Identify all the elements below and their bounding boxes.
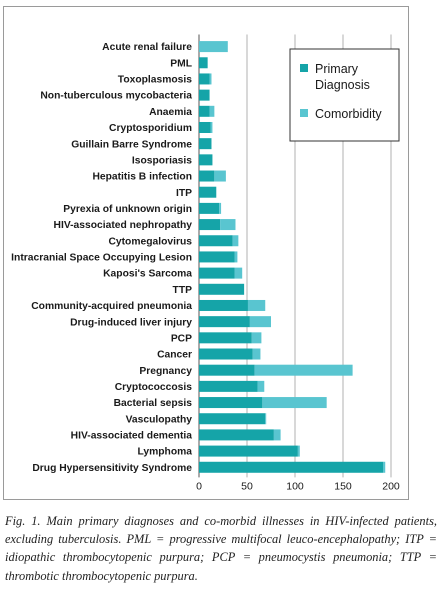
bar-primary-diagnosis-hiv-associated-dementia <box>199 429 274 441</box>
bar-primary-diagnosis-pyrexia-of-unknown-origin <box>199 202 220 214</box>
bar-primary-diagnosis-guillain-barre-syndrome <box>199 138 212 150</box>
bar-comorbidity-kaposi-s-sarcoma <box>234 267 243 279</box>
bar-primary-diagnosis-hiv-associated-nephropathy <box>199 219 221 231</box>
x-tick-label-150: 150 <box>334 480 352 492</box>
category-label-pregnancy: Pregnancy <box>139 366 192 377</box>
chart-frame: Acute renal failure PML Toxoplasmosis Non-t… <box>3 6 409 500</box>
category-label-pyrexia-of-unknown-origin: Pyrexia of unknown origin <box>63 204 192 215</box>
bar-comorbidity-cancer <box>252 348 261 360</box>
legend-label-primary-diagnosis-line2: Diagnosis <box>315 78 370 92</box>
bar-comorbidity-acute-renal-failure <box>199 41 228 53</box>
category-label-non-tuberculous-mycobacteria: Non-tuberculous mycobacteria <box>40 91 192 102</box>
legend-swatch-comorbidity <box>300 109 308 117</box>
bar-comorbidity-hepatitis-b-infection <box>214 170 226 182</box>
bar-comorbidity-hiv-associated-nephropathy <box>220 219 236 231</box>
bars <box>199 41 386 473</box>
x-tick-label-0: 0 <box>196 480 202 492</box>
bar-chart: Acute renal failure PML Toxoplasmosis Non-t… <box>11 34 400 492</box>
bar-primary-diagnosis-drug-hypersensitivity-syndrome <box>199 461 384 473</box>
bar-primary-diagnosis-cryptococcosis <box>199 380 258 392</box>
bar-primary-diagnosis-anaemia <box>199 105 210 117</box>
category-label-drug-induced-liver-injury: Drug-induced liver injury <box>70 317 192 328</box>
bar-primary-diagnosis-cancer <box>199 348 253 360</box>
category-label-pml: PML <box>170 58 192 69</box>
bar-comorbidity-pregnancy <box>254 364 353 376</box>
category-label-hiv-associated-nephropathy: HIV-associated nephropathy <box>54 220 193 231</box>
category-label-guillain-barre-syndrome: Guillain Barre Syndrome <box>71 139 192 150</box>
bar-comorbidity-lymphoma <box>297 445 300 457</box>
bar-comorbidity-cytomegalovirus <box>232 235 239 247</box>
bar-primary-diagnosis-non-tuberculous-mycobacteria <box>199 89 210 101</box>
legend-label-primary-diagnosis: Primary <box>315 62 359 76</box>
bar-comorbidity-vasculopathy <box>265 413 267 425</box>
x-axis-ticks: 0 50 100 150 200 <box>196 480 400 492</box>
x-tick-label-50: 50 <box>241 480 253 492</box>
bar-comorbidity-pyrexia-of-unknown-origin <box>219 202 222 214</box>
bar-comorbidity-cryptococcosis <box>257 380 265 392</box>
category-labels: Acute renal failure PML Toxoplasmosis Non-t… <box>11 42 192 474</box>
category-label-toxoplasmosis: Toxoplasmosis <box>118 75 192 86</box>
bar-primary-diagnosis-community-acquired-pneumonia <box>199 299 248 311</box>
category-label-cytomegalovirus: Cytomegalovirus <box>108 236 192 247</box>
x-tick-label-100: 100 <box>286 480 304 492</box>
legend-box <box>289 48 400 142</box>
bar-primary-diagnosis-vasculopathy <box>199 413 266 425</box>
bar-comorbidity-drug-induced-liver-injury <box>249 316 271 328</box>
bar-comorbidity-pcp <box>251 332 262 344</box>
bar-primary-diagnosis-pcp <box>199 332 252 344</box>
category-label-cryptosporidium: Cryptosporidium <box>109 123 192 134</box>
category-label-isosporiasis: Isosporiasis <box>132 155 192 166</box>
figure-caption: Fig. 1. Main primary diagnoses and co-mo… <box>5 514 437 583</box>
bar-primary-diagnosis-hepatitis-b-infection <box>199 170 215 182</box>
category-label-lymphoma: Lymphoma <box>137 447 192 458</box>
bar-primary-diagnosis-cytomegalovirus <box>199 235 233 247</box>
bar-primary-diagnosis-isosporiasis <box>199 154 213 166</box>
bar-comorbidity-community-acquired-pneumonia <box>247 299 266 311</box>
category-label-community-acquired-pneumonia: Community-acquired pneumonia <box>31 301 192 312</box>
bar-primary-diagnosis-intracranial-space-occupying-lesion <box>199 251 235 263</box>
bar-comorbidity-cryptosporidium <box>210 121 213 133</box>
category-label-cryptococcosis: Cryptococcosis <box>115 382 193 393</box>
category-label-anaemia: Anaemia <box>149 107 192 118</box>
bar-primary-diagnosis-drug-induced-liver-injury <box>199 316 250 328</box>
category-label-kaposi-s-sarcoma: Kaposi's Sarcoma <box>103 269 192 280</box>
bar-primary-diagnosis-itp <box>199 186 217 198</box>
bar-comorbidity-anaemia <box>209 105 215 117</box>
bar-primary-diagnosis-pregnancy <box>199 364 255 376</box>
bar-comorbidity-intracranial-space-occupying-lesion <box>234 251 238 263</box>
legend: Primary Comorbidity <box>289 48 400 142</box>
category-label-bacterial-sepsis: Bacterial sepsis <box>114 398 193 409</box>
category-label-ttp: TTP <box>173 285 193 296</box>
bar-primary-diagnosis-bacterial-sepsis <box>199 397 263 409</box>
bar-primary-diagnosis-ttp <box>199 283 245 295</box>
category-label-intracranial-space-occupying-lesion: Intracranial Space Occupying Lesion <box>11 253 192 264</box>
category-label-drug-hypersensitivity-syndrome: Drug Hypersensitivity Syndrome <box>32 463 192 474</box>
category-label-pcp: PCP <box>171 333 192 344</box>
bar-primary-diagnosis-kaposi-s-sarcoma <box>199 267 235 279</box>
category-label-hepatitis-b-infection: Hepatitis B infection <box>92 172 192 183</box>
bar-primary-diagnosis-pml <box>199 57 208 69</box>
category-label-itp: ITP <box>176 188 192 199</box>
bar-comorbidity-toxoplasmosis <box>209 73 212 85</box>
category-label-cancer: Cancer <box>157 350 192 361</box>
bar-primary-diagnosis-cryptosporidium <box>199 121 211 133</box>
bar-comorbidity-hiv-associated-dementia <box>273 429 281 441</box>
bar-comorbidity-bacterial-sepsis <box>262 397 327 409</box>
x-tick-label-200: 200 <box>382 480 400 492</box>
bar-primary-diagnosis-toxoplasmosis <box>199 73 210 85</box>
category-label-hiv-associated-dementia: HIV-associated dementia <box>71 431 193 442</box>
legend-label-comorbidity: Comorbidity <box>315 107 382 121</box>
bar-comorbidity-drug-hypersensitivity-syndrome <box>383 461 386 473</box>
bar-primary-diagnosis-lymphoma <box>199 445 298 457</box>
category-label-vasculopathy: Vasculopathy <box>126 414 193 425</box>
legend-swatch-primary-diagnosis <box>300 64 308 72</box>
category-label-acute-renal-failure: Acute renal failure <box>102 42 192 53</box>
